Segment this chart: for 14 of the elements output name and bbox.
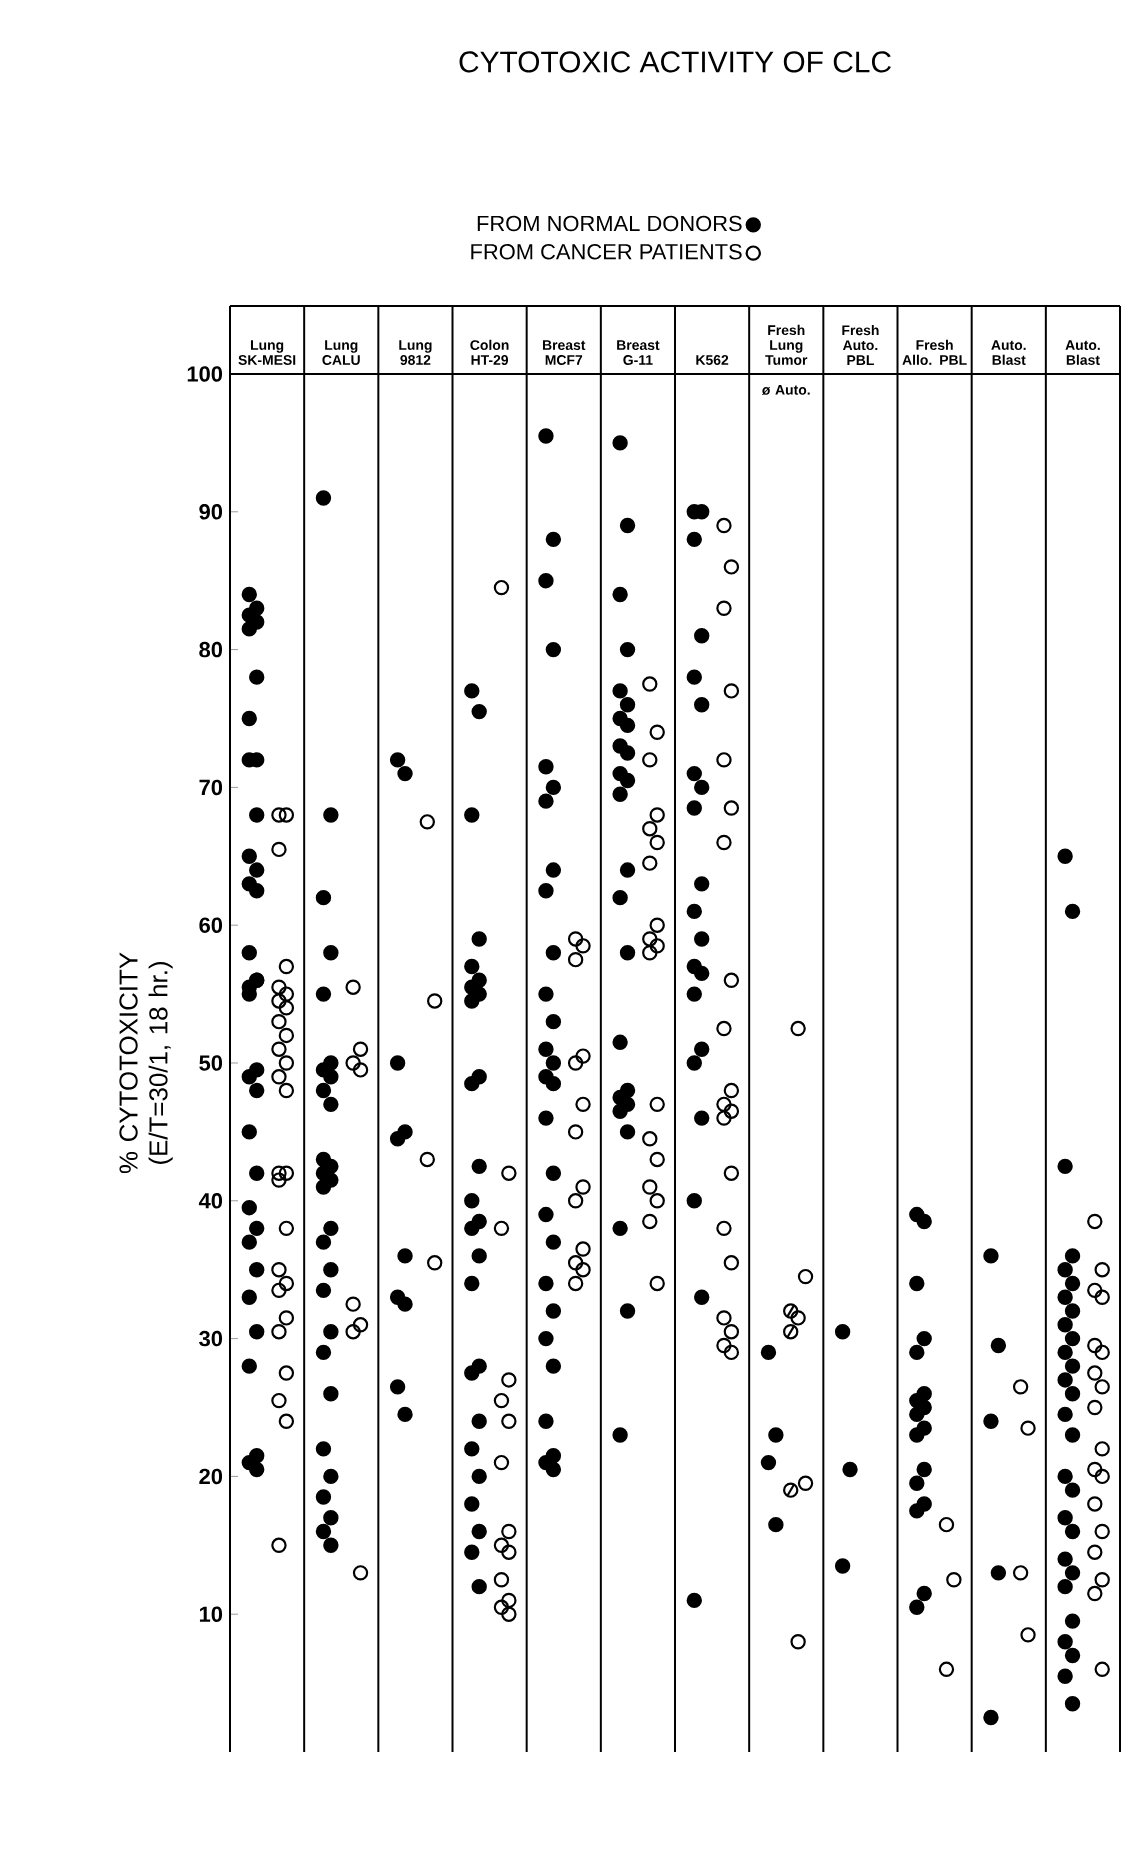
y-axis-title: % CYTOTOXICITY (E/T=30/1, 18 hr.) — [119, 952, 173, 1174]
y-tick-label: 60 — [199, 917, 223, 933]
y-tick-label: 50 — [199, 1055, 223, 1071]
y-tick-label: 100 — [187, 366, 223, 382]
chart-title: CYTOTOXIC ACTIVITY OF CLC — [459, 51, 891, 73]
y-tick-label: 40 — [198, 1193, 223, 1209]
y-tick-label: 30 — [199, 1330, 223, 1347]
legend-label: FROM CANCER PATIENTS — [471, 244, 742, 260]
y-tick-label: 80 — [199, 641, 223, 658]
y-tick-label: 20 — [199, 1468, 223, 1485]
y-tick-label: 90 — [199, 504, 223, 520]
y-tick-label: 10 — [199, 1606, 223, 1622]
y-tick-label: 70 — [199, 779, 223, 796]
legend-label: FROM NORMAL DONORS — [477, 215, 742, 232]
